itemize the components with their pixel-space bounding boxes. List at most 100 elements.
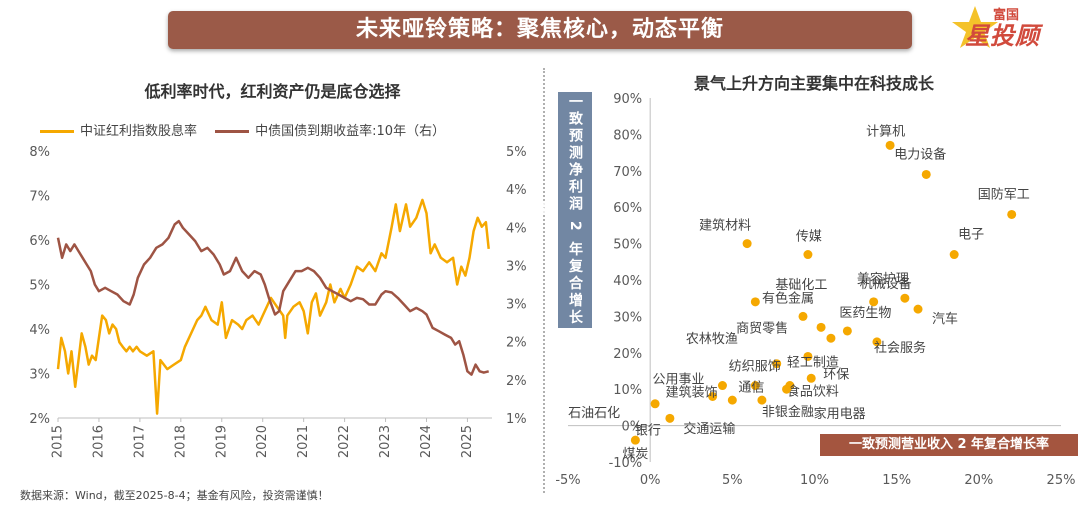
right-y-tick-label: 5% [506,145,527,160]
scatter-point [803,250,813,260]
scatter-point [826,333,836,343]
star-logo-icon [952,6,998,48]
scatter-point [872,337,882,347]
x-tick-label: 2020 [255,425,270,458]
x-tick-label: 2016 [91,425,106,458]
scatter-point-label: 食品饮料 [787,384,839,400]
x-tick-label: 2024 [419,425,434,458]
scatter-point [750,381,760,391]
scatter-point-label: 建筑材料 [699,218,751,234]
right-y-tick-label: 3% [506,298,527,313]
scatter-point [803,351,813,361]
scatter-point [665,413,675,423]
scatter-y-tick-label: 60% [613,201,642,216]
scatter-x-tick-label: 10% [800,473,829,488]
scatter-point-label: 轻工制造 [787,355,839,370]
scatter-x-tick-label: 0% [640,473,661,488]
scatter-y-tick-label: 30% [613,310,642,325]
scatter-point-label: 环保 [823,367,849,382]
scatter-x-tick-label: 15% [882,473,911,488]
scatter-point [757,395,767,405]
panel-divider [543,68,545,493]
scatter-point-label: 商贸零售 [736,320,788,336]
scatter-point-label: 纺织服饰 [729,360,781,375]
scatter-point [742,239,752,249]
scatter-point-label: 建筑装饰 [666,384,718,400]
x-tick-label: 2017 [132,425,147,458]
legend-swatch-gold [40,130,74,133]
scatter-xlabel: 一致预测营业收入 2 年复合增长率 [820,434,1078,456]
scatter-point-label: 国防军工 [978,186,1030,202]
scatter-point [921,169,931,179]
scatter-point-label: 交通运输 [683,421,735,437]
left-chart-title: 低利率时代，红利资产仍是底仓选择 [144,82,401,101]
left-y-tick-label: 5% [29,279,50,294]
scatter-point [806,373,816,383]
left-y-tick-label: 6% [29,234,50,249]
scatter-y-tick-label: 80% [613,128,642,143]
scatter-point [798,311,808,321]
x-tick-label: 2015 [51,425,66,458]
scatter-point [650,399,660,409]
scatter-point-label: 医药生物 [839,306,891,321]
scatter-point-label: 机械设备 [860,276,912,292]
scatter-point-label: 传媒 [796,230,822,245]
scatter-x-tick-label: 5% [722,473,743,488]
scatter-point-label: 汽车 [932,311,958,327]
scatter-y-tick-label: -10% [609,456,643,471]
scatter-point-label: 有色金属 [762,290,814,306]
scatter-point [885,140,895,150]
x-tick-label: 2023 [378,425,393,458]
scatter-point [842,326,852,336]
left-y-tick-label: 4% [29,323,50,338]
legend-label-dividend: 中证红利指数股息率 [80,124,198,139]
scatter-point [717,381,727,391]
scatter-point [727,395,737,405]
right-y-tick-label: 3% [506,259,527,274]
line-chart: 2% 3% 4% 5% 6% 7% 8% 1% 2% 2% 3% 3% 4% 4% 5% 2015 2016 20… [29,145,527,458]
scatter-x-tick-label: -5% [555,473,580,488]
scatter-point-label: 煤炭 [622,447,648,462]
scatter-point-label: 通信 [738,381,764,396]
scatter-y-tick-label: 10% [613,383,642,398]
scatter-point-label: 计算机 [866,124,905,139]
x-tick-label: 2019 [214,425,229,458]
scatter-point-label: 电子 [958,228,984,243]
scatter-point-label: 非银金融 [762,404,814,420]
series-line-dividend-yield [56,198,490,415]
right-y-tick-label: 2% [506,374,527,389]
right-y-tick-label: 4% [506,221,527,236]
scatter-point [816,322,826,332]
scatter-point [750,297,760,307]
scatter-point [869,297,879,307]
x-tick-label: 2022 [337,425,352,458]
logo-big-text: 星投顾 [965,22,1040,50]
scatter-point-label: 农林牧渔 [686,332,738,347]
scatter-point-label: 社会服务 [874,340,926,356]
legend-swatch-brown [215,130,250,133]
scatter-point-label: 美容护理 [857,271,909,287]
scatter-x-tick-label: 25% [1047,473,1076,488]
scatter-point [782,384,792,394]
scatter-y-tick-label: 90% [613,92,642,107]
left-y-tick-label: 7% [29,190,50,205]
scatter-point [900,293,910,303]
scatter-point-label: 银行 [635,423,661,438]
scatter-point [630,435,640,445]
scatter-point-label: 基础化工 [775,278,827,293]
scatter-point-label: 家用电器 [814,406,866,422]
right-y-tick-label: 1% [506,412,527,427]
left-y-tick-label: 2% [29,412,50,427]
scatter-y-tick-label: 0% [622,420,643,435]
line-chart-legend: 中证红利指数股息率 中债国债到期收益率:10年（右） [40,120,459,139]
x-tick-label: 2021 [296,425,311,458]
x-tick-label: 2018 [173,425,188,458]
scatter-point-label: 公用事业 [652,373,704,388]
left-y-tick-label: 8% [29,145,50,160]
scatter-y-tick-label: 20% [613,347,642,362]
left-y-tick-label: 3% [29,368,50,383]
right-y-tick-label: 4% [506,183,527,198]
scatter-point [1007,209,1017,219]
series-line-bond-yield [56,219,490,376]
scatter-point [913,304,923,314]
